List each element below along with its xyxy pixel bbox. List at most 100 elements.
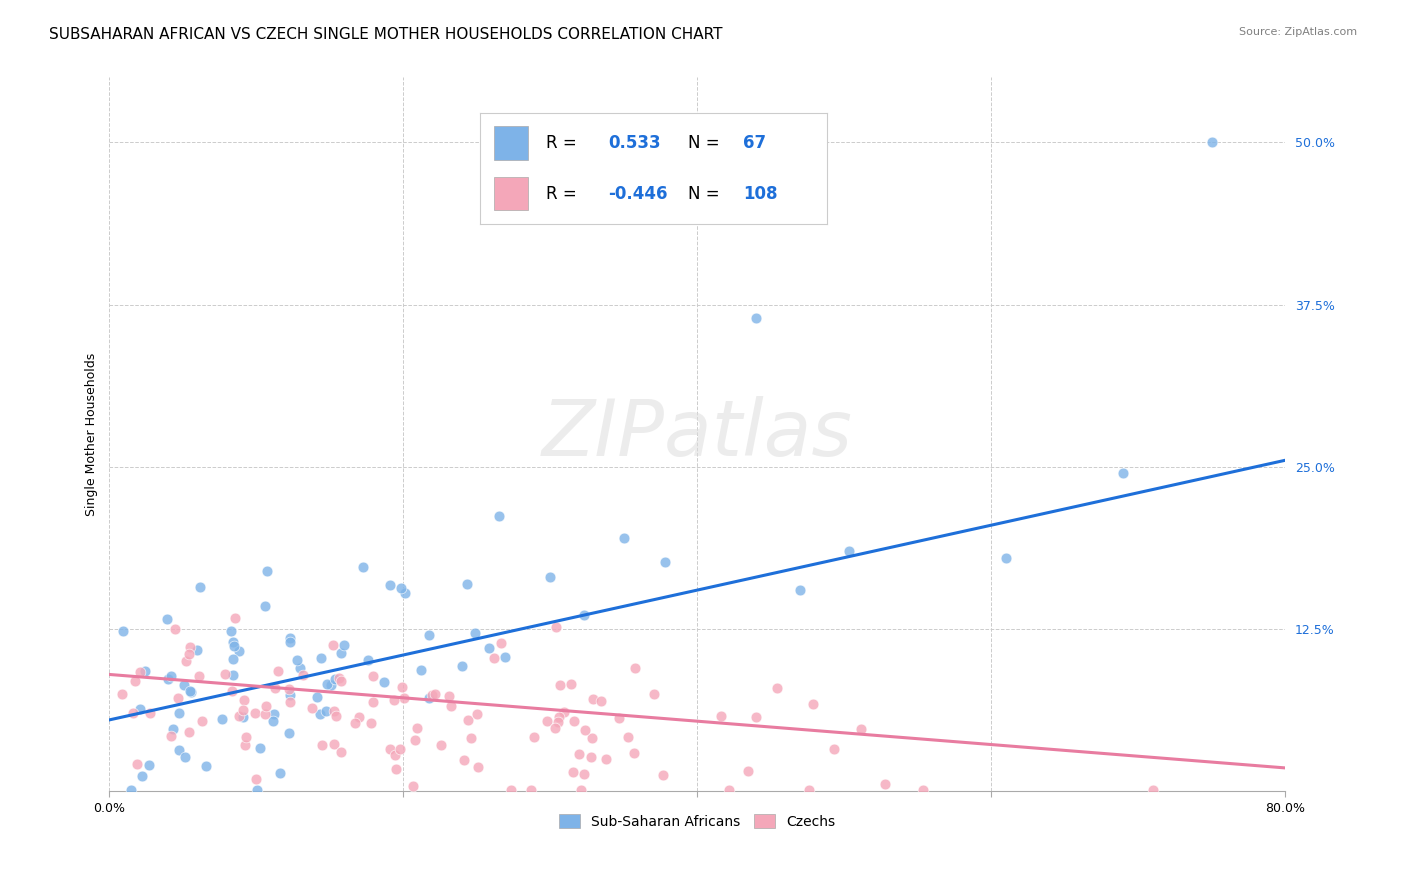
Point [128,702,150,716]
Point [456,577,478,591]
Point [373,674,395,689]
Point [737,764,759,778]
Point [325,709,347,723]
Point [173,678,195,692]
Point [457,714,479,728]
Point [384,748,406,763]
Point [718,782,741,797]
Point [322,638,344,652]
Point [316,677,339,691]
Point [262,714,284,728]
Point [411,663,433,677]
Point [278,634,301,648]
Point [538,570,561,584]
Point [440,698,463,713]
Point [228,709,250,723]
Point [437,690,460,704]
Point [124,674,146,689]
Point [330,744,353,758]
Point [112,624,135,639]
Point [574,723,596,738]
Point [188,669,211,683]
Point [245,783,267,797]
Point [501,783,523,797]
Point [214,667,236,681]
Point [267,664,290,678]
Point [851,722,873,736]
Text: SUBSAHARAN AFRICAN VS CZECH SINGLE MOTHER HOUSEHOLDS CORRELATION CHART: SUBSAHARAN AFRICAN VS CZECH SINGLE MOTHE… [49,27,723,42]
Legend: Sub-Saharan Africans, Czechs: Sub-Saharan Africans, Czechs [554,808,841,834]
Point [389,581,412,595]
Point [453,754,475,768]
Point [384,762,406,776]
Point [654,555,676,569]
Point [194,758,217,772]
Point [139,706,162,720]
Point [159,669,181,683]
Point [595,751,617,765]
Point [562,714,585,728]
Point [301,701,323,715]
Point [357,653,380,667]
Point [253,599,276,613]
Point [319,678,342,692]
Point [254,698,277,713]
Point [211,712,233,726]
Text: ZIPatlas: ZIPatlas [541,396,852,473]
Point [838,544,860,558]
Point [404,732,426,747]
Point [1142,783,1164,797]
Point [745,310,768,325]
Point [623,746,645,760]
Point [263,681,285,695]
Point [305,690,328,704]
Point [520,783,543,797]
Point [328,671,350,685]
Point [536,714,558,729]
Point [467,760,489,774]
Point [278,726,301,740]
Point [290,661,312,675]
Point [607,711,630,725]
Point [382,693,405,707]
Point [186,642,208,657]
Point [224,611,246,625]
Point [280,631,302,645]
Point [801,697,824,711]
Point [173,750,195,764]
Point [125,756,148,771]
Point [418,690,440,705]
Point [418,628,440,642]
Point [292,667,315,681]
Point [249,741,271,756]
Point [309,651,332,665]
Point [179,683,201,698]
Point [232,703,254,717]
Point [651,768,673,782]
Point [221,684,243,698]
Point [332,638,354,652]
Point [322,704,344,718]
Point [179,640,201,655]
Point [582,691,605,706]
Point [329,646,352,660]
Point [311,738,333,752]
Point [323,737,346,751]
Point [624,661,647,675]
Point [391,680,413,694]
Point [491,636,513,650]
Point [581,750,603,764]
Point [823,741,845,756]
Point [467,707,489,722]
Point [378,742,401,756]
Point [309,707,332,722]
Point [568,747,591,761]
Point [138,758,160,772]
Point [188,580,211,594]
Point [174,654,197,668]
Point [394,586,416,600]
Point [544,721,567,735]
Point [766,681,789,695]
Point [544,619,567,633]
Point [994,550,1017,565]
